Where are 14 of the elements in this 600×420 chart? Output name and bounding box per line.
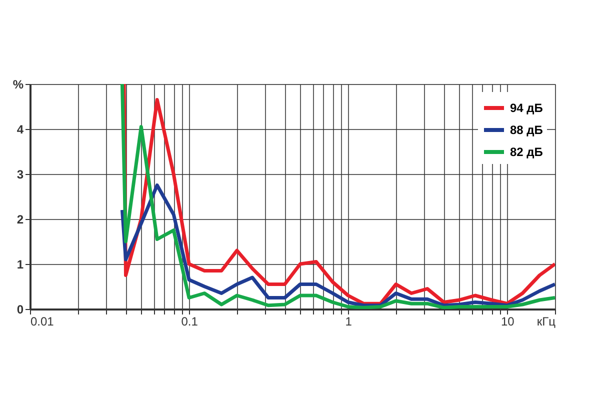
y-tick-label: 0 [16,302,24,316]
legend-label: 88 дБ [510,123,544,137]
y-tick-label: 1 [16,258,24,272]
x-tick-label: 0.01 [30,314,54,328]
legend-label: 82 дБ [510,145,544,159]
legend-label: 94 дБ [510,101,544,115]
y-tick-label: % [12,78,24,92]
y-tick-label: 3 [16,168,24,182]
x-tick-label: 0.1 [181,314,198,328]
y-tick-label: 4 [16,122,24,136]
x-tick-label: кГц [536,314,556,328]
x-tick-label: 1 [345,314,352,328]
x-tick-label: 10 [500,314,515,328]
y-tick-label: 2 [16,212,24,226]
